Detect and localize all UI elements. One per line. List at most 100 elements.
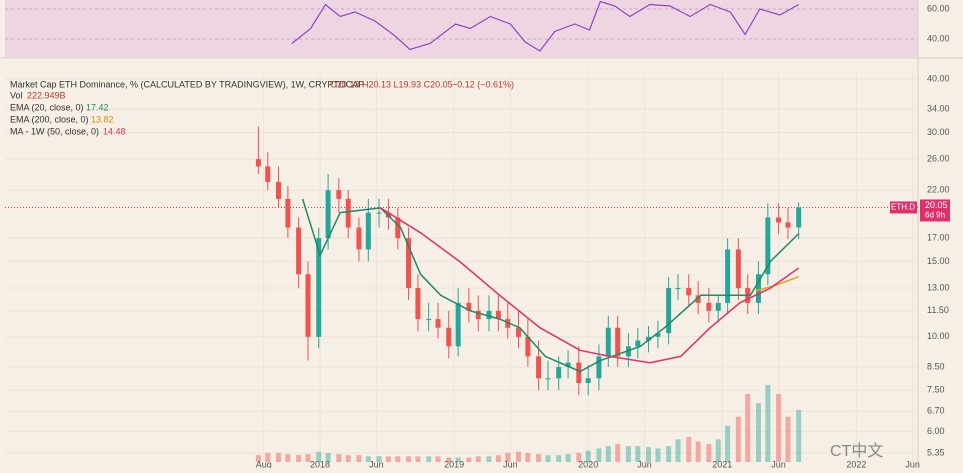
- price-tag-value: 20.05: [925, 200, 948, 210]
- volume-bar: [356, 455, 362, 462]
- volume-bar: [525, 452, 531, 462]
- candle-body: [475, 310, 481, 320]
- candle-body: [755, 274, 761, 303]
- candle-body: [525, 336, 531, 357]
- candle-body: [296, 227, 302, 275]
- candle-body: [605, 327, 611, 357]
- volume-bar: [275, 452, 281, 462]
- candle-body: [556, 367, 562, 379]
- volume-bar: [435, 456, 441, 462]
- volume-bar: [725, 425, 731, 462]
- candle-body: [785, 222, 791, 228]
- candle-body: [585, 378, 591, 384]
- y-tick-label: 11.50: [927, 305, 949, 315]
- volume-bar: [625, 446, 631, 462]
- volume-bar: [305, 454, 311, 462]
- volume-bar: [336, 454, 342, 462]
- volume-bar: [495, 455, 501, 462]
- y-tick-label: 26.00: [927, 154, 950, 164]
- legend-ema200-value: 13.82: [91, 114, 114, 124]
- volume-bar: [745, 394, 751, 462]
- volume-bar: [655, 448, 661, 462]
- candle-body: [796, 207, 802, 228]
- lines: [291, 0, 800, 373]
- volume-bar: [715, 439, 721, 462]
- candle-body: [596, 356, 602, 379]
- candle-body: [675, 288, 681, 290]
- legend-vol-value: 222.949B: [27, 90, 66, 100]
- candle-body: [515, 327, 521, 337]
- legend: Market Cap ETH Dominance, % (CALCULATED …: [10, 79, 514, 136]
- candle-body: [495, 310, 501, 320]
- price-tag-name: ETH.D: [891, 203, 915, 212]
- candle-body: [275, 181, 281, 199]
- candle-body: [395, 217, 401, 239]
- candle-body: [695, 295, 701, 303]
- legend-ema20-value: 17.42: [86, 102, 109, 112]
- volume-bar: [385, 456, 391, 462]
- y-tick-label: 40.00: [927, 73, 950, 83]
- volume-bar: [316, 451, 322, 462]
- volume-bar: [556, 455, 562, 462]
- legend-vol-name: Vol: [10, 90, 23, 100]
- y-tick-label: 15.00: [927, 256, 950, 266]
- volume-bar: [455, 457, 461, 462]
- candle-body: [715, 302, 721, 311]
- candle-body: [635, 340, 641, 347]
- volume-bar: [255, 455, 261, 462]
- candle-body: [706, 302, 712, 311]
- price-tag-countdown: 6d 9h: [925, 211, 945, 220]
- candle-body: [655, 333, 661, 337]
- volume-bar: [376, 456, 382, 462]
- volume-bar: [605, 446, 611, 462]
- candle-body: [426, 319, 432, 321]
- price-tag-bg: [920, 199, 950, 222]
- x-tick-label: 2019: [444, 459, 464, 468]
- candle-body: [446, 327, 452, 347]
- price-label: ETH.D 20.05 6d 9h: [890, 199, 950, 222]
- volume-bar: [545, 455, 551, 462]
- y-tick-label: 17.00: [927, 233, 950, 243]
- x-tick-label: Aug: [256, 459, 272, 468]
- indicator-line: [755, 275, 799, 292]
- volume-bar: [666, 446, 672, 462]
- candle-body: [776, 217, 782, 223]
- y-tick-label: 8.50: [927, 361, 945, 371]
- volume-bar: [675, 439, 681, 462]
- candle-body: [666, 288, 672, 334]
- volume-bar: [415, 456, 421, 462]
- x-tick-label: Jun: [369, 459, 384, 468]
- candle-body: [345, 198, 351, 228]
- volume-bar: [735, 416, 741, 462]
- candle-body: [505, 319, 511, 328]
- volume-bar: [796, 409, 802, 462]
- legend-ema20-name: EMA (20, close, 0): [10, 102, 84, 112]
- volume-bar: [785, 416, 791, 462]
- candle-body: [325, 190, 331, 239]
- volume-bar: [635, 446, 641, 462]
- watermark: CT中文: [830, 442, 883, 460]
- volume-bar: [285, 454, 291, 462]
- candle-body: [466, 302, 472, 311]
- legend-title: Market Cap ETH Dominance, % (CALCULATED …: [10, 79, 364, 89]
- volume-bar: [325, 452, 331, 462]
- x-tick-label: Jun: [905, 459, 920, 468]
- rsi-tick-label: 40.00: [927, 33, 950, 43]
- volume-bar: [466, 457, 472, 462]
- indicator-line: [380, 207, 800, 364]
- candle-body: [765, 217, 771, 275]
- x-tick-label: 2018: [310, 459, 330, 468]
- y-tick-label: 22.00: [927, 185, 950, 195]
- candle-body: [365, 212, 371, 250]
- y-tick-label: 30.00: [927, 127, 950, 137]
- rsi-line: [291, 0, 799, 52]
- candle-body: [356, 227, 362, 250]
- volume-bar: [706, 443, 712, 462]
- volume-bar: [265, 452, 271, 462]
- volume-bar: [576, 452, 582, 462]
- candle-body: [406, 238, 412, 289]
- candle-body: [565, 362, 571, 368]
- x-tick-label: Jun: [771, 459, 786, 468]
- volume-bar: [406, 456, 412, 462]
